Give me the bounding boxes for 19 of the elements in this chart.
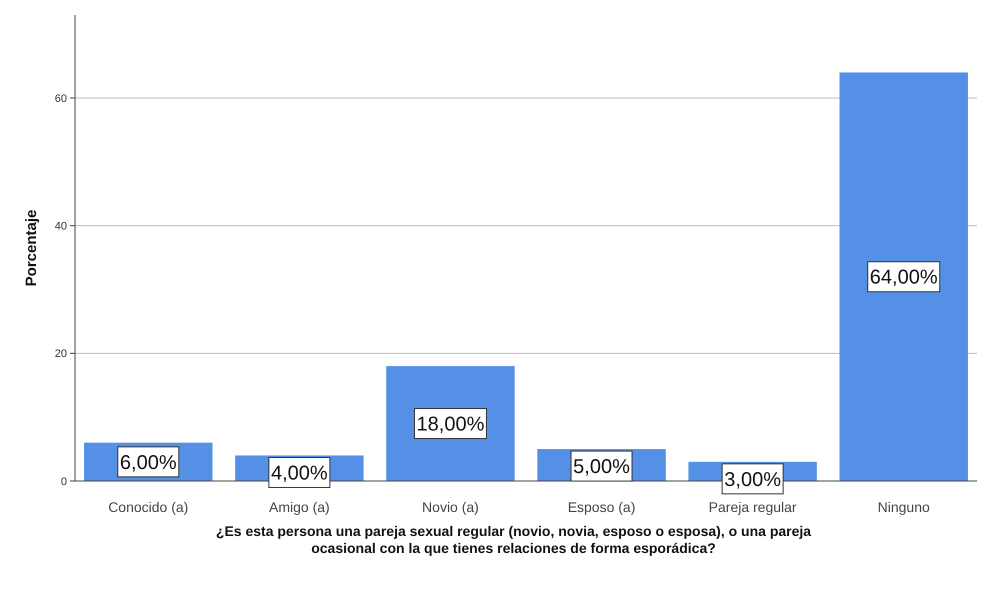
- x-axis-title: ¿Es esta persona una pareja sexual regular (novio, novia, esposo o esposa), o una pareja ocasional con la que tienes relaciones de forma esporádica?: [216, 523, 812, 556]
- x-tick-label: Novio (a): [422, 499, 479, 515]
- data-label: 6,00%: [120, 452, 177, 474]
- x-tick-label: Conocido (a): [108, 499, 188, 515]
- x-tick-label: Ninguno: [878, 499, 930, 515]
- y-tick-label: 60: [54, 92, 67, 105]
- data-label: 4,00%: [271, 462, 328, 484]
- bar: [840, 72, 968, 481]
- y-tick-label: 20: [54, 348, 67, 360]
- x-tick-label: Pareja regular: [708, 499, 797, 515]
- data-label: 18,00%: [416, 414, 485, 436]
- data-label: 5,00%: [573, 456, 630, 478]
- y-tick-label: 40: [54, 220, 67, 233]
- x-tick-label: Esposo (a): [568, 499, 636, 515]
- y-tick-label: 0: [60, 476, 67, 488]
- data-label: 3,00%: [724, 468, 782, 491]
- data-label: 64,00%: [870, 266, 938, 289]
- y-axis-title: Porcentaje: [23, 210, 40, 286]
- x-tick-label: Amigo (a): [269, 499, 330, 515]
